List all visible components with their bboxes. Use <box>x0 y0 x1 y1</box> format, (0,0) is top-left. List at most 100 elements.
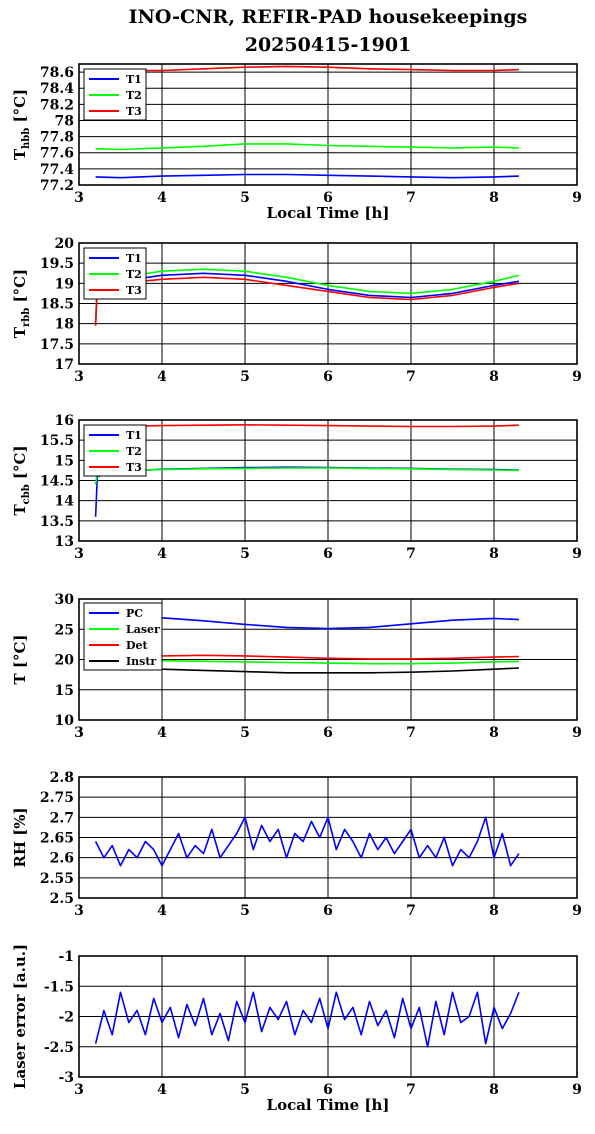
y-tick-label: 2.75 <box>40 790 74 806</box>
legend-label-t3: T3 <box>126 461 142 474</box>
y-tick-label: -1.5 <box>44 979 74 995</box>
legend-label-t2: T2 <box>126 268 142 281</box>
x-tick-label: 6 <box>323 903 333 919</box>
x-tick-label: 3 <box>74 903 84 919</box>
plot-frame <box>78 242 578 365</box>
legend-label-instr: Instr <box>126 655 156 668</box>
x-tick-label: 7 <box>406 546 416 562</box>
legend-box <box>83 602 163 671</box>
y-tick-label: 2.8 <box>50 770 74 786</box>
figure-title-line2: 20250415-1901 <box>245 34 412 56</box>
x-tick-label: 5 <box>240 190 250 206</box>
legend-label-t1: T1 <box>126 73 142 86</box>
x-tick-label: 4 <box>157 190 167 206</box>
y-tick-label: 25 <box>55 622 74 638</box>
x-tick-label: 6 <box>323 725 333 741</box>
y-tick-label: 19 <box>55 276 74 292</box>
y-tick-label: 10 <box>55 713 75 729</box>
x-tick-label: 7 <box>406 903 416 919</box>
y-tick-label: 78.4 <box>40 81 74 97</box>
legend: PC Laser Det Instr <box>83 602 163 671</box>
y-tick-label: 20 <box>55 653 75 669</box>
y-tick-label: 30 <box>55 592 75 608</box>
y-tick-label: 14 <box>55 494 75 510</box>
x-tick-label: 7 <box>406 1082 416 1098</box>
y-tick-label: 13 <box>55 534 74 550</box>
x-tick-label: 9 <box>572 725 582 741</box>
plot-frame <box>78 63 578 186</box>
y-tick-label: 17 <box>55 357 74 373</box>
x-tick-label: 8 <box>489 190 499 206</box>
chart-panel-5: 2.5 2.55 2.6 2.65 2.7 2.75 2.8 3 4 5 6 7 8 9 RH [%] <box>11 770 582 919</box>
x-tick-label: 6 <box>323 190 333 206</box>
y-tick-label: 2.6 <box>50 851 74 867</box>
plot-frame <box>78 776 578 899</box>
x-tick-label: 9 <box>572 1082 582 1098</box>
series-line-t3 <box>95 423 519 428</box>
y-tick-label: 77.6 <box>40 146 74 162</box>
x-tick-label: 8 <box>489 546 499 562</box>
y-tick-label: -2 <box>58 1010 74 1026</box>
series-line-t1 <box>95 173 519 179</box>
legend: T1 T2 T3 <box>83 68 147 121</box>
y-tick-label: 13.5 <box>40 514 74 530</box>
y-tick-label: -3 <box>58 1070 74 1086</box>
y-tick-label: 18 <box>55 317 74 333</box>
y-tick-label: 16 <box>55 413 74 429</box>
y-axis-label: RH [%] <box>11 807 29 867</box>
x-tick-label: 8 <box>489 725 499 741</box>
x-tick-label: 6 <box>323 369 333 385</box>
y-tick-label: 2.7 <box>50 810 74 826</box>
series-line-t2 <box>94 268 520 324</box>
x-tick-label: 5 <box>240 725 250 741</box>
y-tick-label: -1 <box>58 949 74 965</box>
y-tick-label: 78.6 <box>40 65 74 81</box>
x-tick-label: 7 <box>406 725 416 741</box>
y-tick-label: 2.65 <box>40 831 74 847</box>
y-tick-label: 77.8 <box>40 130 74 146</box>
y-tick-label: 78.2 <box>40 97 74 113</box>
legend-label-t3: T3 <box>126 284 142 297</box>
series-line-t2 <box>94 467 519 485</box>
x-tick-label: 4 <box>157 725 167 741</box>
legend-label-pc: PC <box>126 607 143 620</box>
chart-panel-6: -3 -2.5 -2 -1.5 -1 3 4 5 6 7 8 9 Local Time [h] Laser… <box>11 944 582 1114</box>
x-tick-label: 4 <box>157 903 167 919</box>
chart-panel-2: 17 17.5 18 18.5 19 19.5 20 3 4 5 6 7 8 9 Trbb [°C] T1 T2… <box>11 236 582 385</box>
x-tick-label: 8 <box>489 369 499 385</box>
x-tick-label: 9 <box>572 903 582 919</box>
x-tick-label: 9 <box>572 546 582 562</box>
legend-label-laser: Laser <box>126 623 160 636</box>
y-tick-label: 2.5 <box>50 891 74 907</box>
x-tick-label: 4 <box>157 546 167 562</box>
y-tick-label: 77.4 <box>40 162 74 178</box>
series-line-t1 <box>94 466 519 517</box>
y-axis-label: Thbb [°C] <box>11 89 32 160</box>
plot-frame <box>78 419 578 542</box>
legend-label-t3: T3 <box>126 105 142 118</box>
y-tick-label: 77.2 <box>40 178 74 194</box>
legend: T1 T2 T3 <box>83 247 147 300</box>
y-axis-label: Laser error [a.u.] <box>11 944 29 1089</box>
x-tick-label: 3 <box>74 546 84 562</box>
x-tick-label: 5 <box>240 903 250 919</box>
x-tick-label: 7 <box>406 369 416 385</box>
y-tick-label: 15 <box>55 683 74 699</box>
y-tick-label: 17.5 <box>40 337 74 353</box>
y-tick-label: 20 <box>55 236 75 252</box>
x-tick-label: 3 <box>74 725 84 741</box>
y-tick-label: 14.5 <box>40 474 74 490</box>
x-tick-label: 5 <box>240 369 250 385</box>
x-axis-label: Local Time [h] <box>267 1096 390 1114</box>
y-axis-label: Trbb [°C] <box>11 269 32 338</box>
y-tick-label: 19.5 <box>40 256 74 272</box>
series-line-data <box>94 991 520 1048</box>
x-tick-label: 8 <box>489 903 499 919</box>
legend-label-t2: T2 <box>126 89 142 102</box>
x-tick-label: 4 <box>157 369 167 385</box>
x-tick-label: 5 <box>240 546 250 562</box>
series-line-t2 <box>95 143 519 151</box>
y-tick-label: 15.5 <box>40 433 74 449</box>
x-tick-label: 9 <box>572 369 582 385</box>
y-tick-label: 18.5 <box>40 297 74 313</box>
